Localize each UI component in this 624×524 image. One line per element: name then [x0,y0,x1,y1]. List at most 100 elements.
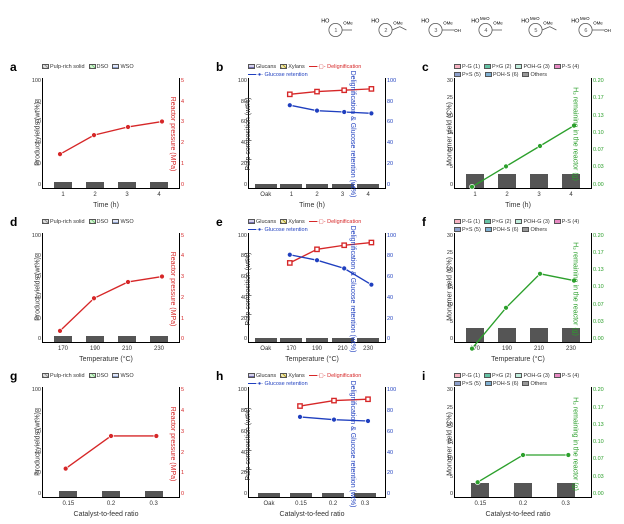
svg-text:MeO: MeO [580,16,590,21]
svg-text:OMe: OMe [393,21,403,26]
chart-area: 1008060402005432100.150.20.3 [42,387,180,498]
panel-label: h [216,369,223,383]
bar: 190 [498,328,516,342]
bar: 0.2 [102,491,120,497]
svg-text:5: 5 [534,28,537,34]
panel-label: g [10,369,17,383]
panel-e: eGlucansXylans-▢- Delignification-●- Glu… [210,213,414,366]
legend: Pulp-rich solidDSOWSO [42,219,180,225]
mol-1: HOOMe1 [319,12,363,48]
svg-text:HO: HO [371,18,380,24]
bar: 1 [280,184,302,188]
y-label: Product yields (wt%) [34,102,41,166]
svg-text:OMe: OMe [543,21,553,26]
x-label: Temperature (°C) [491,356,545,363]
bars: Oak170190210230 [249,233,385,343]
svg-text:HO: HO [521,18,530,24]
bar: Oak [255,338,277,342]
bar: 190 [86,336,104,342]
panel-grid: aPulp-rich solidDSOWSO100806040200543210… [4,58,620,520]
svg-text:HO: HO [421,18,430,24]
y-label: Product yields (wt%) [34,412,41,476]
chart-area: 100806040200100806040200Oak0.150.20.3 [248,387,386,498]
y-label: Pulp composition (wt%) [245,98,252,171]
legend: P-G (1)P×G (2)POH-G (3)P-S (4)P×S (5)POH… [454,373,592,387]
panel-i: iP-G (1)P×G (2)POH-G (3)P-S (4)P×S (5)PO… [416,367,620,520]
y2-label: Reactor pressure (MPa) [169,406,176,481]
svg-text:HO: HO [471,18,480,24]
panel-label: c [422,60,429,74]
bar: 2 [306,184,328,188]
bar: 0.2 [322,493,344,497]
bars: 1234 [43,78,179,188]
svg-text:OMe: OMe [443,21,453,26]
x-label: Temperature (°C) [285,356,339,363]
y-label: Pulp composition (wt%) [245,252,252,325]
panel-c: c P-G (1)P×G (2)POH-G (3)P-S (4)P×S (5)PO… [416,58,620,211]
y-label: Product yields (wt%) [34,257,41,321]
panel-label: f [422,215,426,229]
bar: 0.3 [145,491,163,497]
panel-h: h GlucansXylans-▢- Delignification-●- Glu… [210,367,414,520]
bar: 210 [530,328,548,342]
bar: 170 [466,328,484,342]
panel-f: fP-G (1)P×G (2)POH-G (3)P-S (4)P×S (5)PO… [416,213,620,366]
panel-g: gPulp-rich solidDSOWSO100806040200543210… [4,367,208,520]
bars: 0.15 0.2 0.3 [43,387,179,497]
svg-text:4: 4 [484,28,487,34]
legend: GlucansXylans-▢- Delignification-●- Gluc… [248,64,386,78]
bar: 190 [306,338,328,342]
bar: 1 [54,182,72,188]
y2-label: Delignification & Glucose retention (wt%… [349,380,356,507]
bars: Oak0.150.20.3 [249,387,385,497]
mol-2: HO OMe 2 [369,12,413,48]
svg-text:HO: HO [571,18,580,24]
bar: 230 [150,336,168,342]
chart-area: 100806040200100806040200Oak1234 [248,78,386,189]
bar: 210 [118,336,136,342]
bar: 0.3 [354,493,376,497]
legend: Pulp-rich solidDSOWSO [42,373,180,379]
panel-label: d [10,215,17,229]
svg-text:MeO: MeO [530,16,540,21]
bar: 3 [530,174,548,188]
bar: Oak [255,184,277,188]
bars: 170 190 210 230 [43,233,179,343]
mol-4: HOMeOOMe 4 [469,12,513,48]
y2-label: H₂ remaining in the reactor (g) [572,87,579,181]
panel-d: dPulp-rich solidDSOWSO100806040200543210… [4,213,208,366]
bar: 4 [357,184,379,188]
panel-a: aPulp-rich solidDSOWSO100806040200543210… [4,58,208,211]
svg-text:6: 6 [584,28,587,34]
y-label: Pulp composition (wt%) [245,407,252,480]
x-label: Catalyst-to-feed ratio [74,511,139,518]
svg-text:MeO: MeO [480,16,490,21]
svg-text:OMe: OMe [593,21,603,26]
y-label: Monomer yield (C%) [446,257,453,321]
bar: 0.15 [59,491,77,497]
mol-3: HO OMe 3 OH [419,12,463,48]
bar: 170 [280,338,302,342]
y2-label: Reactor pressure (MPa) [169,97,176,172]
bar: 0.15 [471,483,489,497]
panel-label: b [216,60,223,74]
legend: Pulp-rich solidDSOWSO [42,64,180,70]
svg-text:3: 3 [434,28,437,34]
legend: P-G (1)P×G (2)POH-G (3)P-S (4)P×S (5)POH… [454,64,592,78]
x-label: Catalyst-to-feed ratio [486,511,551,518]
x-label: Catalyst-to-feed ratio [280,511,345,518]
bar: 3 [118,182,136,188]
chart-area: 1008060402005432101234 [42,78,180,189]
svg-text:OH: OH [454,28,461,33]
legend: GlucansXylans-▢- Delignification-●- Gluc… [248,373,386,387]
svg-text:OH: OH [604,28,611,33]
bar: 0.2 [514,483,532,497]
legend: GlucansXylans-▢- Delignification-●- Gluc… [248,219,386,233]
svg-text:OMe: OMe [493,21,503,26]
chart-area: 100806040200543210170190210230 [42,233,180,344]
svg-text:2: 2 [384,28,387,34]
bar: 2 [86,182,104,188]
bar: 170 [54,336,72,342]
panel-label: a [10,60,17,74]
bar: 230 [357,338,379,342]
